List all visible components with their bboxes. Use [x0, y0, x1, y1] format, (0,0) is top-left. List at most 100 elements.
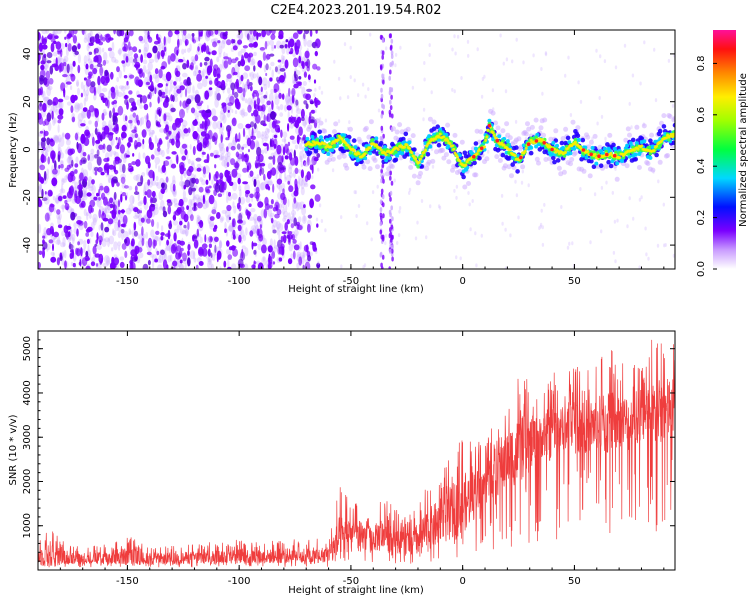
noise-blob — [79, 203, 84, 208]
noise-blob — [227, 254, 233, 260]
signal-point — [437, 135, 441, 139]
noise-blob — [274, 213, 280, 219]
streak-blob — [389, 105, 393, 111]
signal-point — [384, 171, 390, 177]
noise-blob — [91, 179, 95, 185]
noise-blob — [254, 221, 258, 230]
noise-blob — [133, 174, 140, 181]
noise-blob — [228, 216, 232, 221]
y-tick-label: -20 — [22, 189, 33, 205]
noise-blob — [56, 30, 62, 35]
noise-blob — [671, 103, 675, 108]
noise-blob — [51, 177, 58, 187]
noise-blob — [88, 186, 94, 192]
noise-blob — [600, 185, 604, 190]
noise-blob — [116, 76, 120, 83]
noise-blob — [475, 263, 478, 268]
signal-point — [442, 135, 446, 139]
noise-blob — [214, 182, 220, 193]
signal-point — [459, 139, 465, 145]
noise-blob — [214, 154, 221, 158]
noise-blob — [172, 175, 176, 184]
noise-blob — [221, 80, 226, 88]
noise-blob — [220, 153, 225, 160]
noise-blob — [139, 104, 143, 109]
noise-blob — [476, 47, 479, 52]
noise-blob — [596, 121, 599, 126]
noise-blob — [257, 60, 263, 68]
signal-point — [504, 121, 510, 127]
noise-blob — [248, 149, 250, 153]
noise-blob — [260, 181, 267, 191]
signal-point — [379, 172, 385, 178]
noise-blob — [118, 136, 121, 146]
signal-point — [368, 151, 373, 156]
signal-peak — [487, 123, 492, 128]
signal-point — [357, 139, 363, 145]
noise-blob — [96, 156, 102, 166]
noise-blob — [87, 32, 92, 39]
noise-blob — [188, 186, 193, 196]
noise-blob — [97, 75, 101, 86]
noise-blob — [286, 92, 289, 98]
noise-blob — [147, 30, 150, 38]
signal-point — [533, 117, 539, 123]
x-tick-label: 0 — [459, 276, 465, 287]
noise-blob — [274, 66, 278, 73]
signal-point — [467, 161, 472, 165]
signal-point — [524, 146, 528, 150]
noise-blob — [140, 175, 144, 185]
noise-blob — [160, 65, 166, 70]
noise-blob — [281, 58, 285, 65]
noise-blob — [569, 113, 573, 117]
noise-blob — [204, 56, 210, 62]
signal-point — [401, 147, 406, 152]
noise-blob — [226, 248, 231, 255]
signal-point — [431, 119, 437, 125]
noise-blob — [354, 190, 358, 195]
noise-blob — [260, 111, 263, 119]
noise-blob — [349, 45, 352, 50]
noise-blob — [48, 239, 54, 244]
noise-blob — [155, 182, 159, 187]
noise-blob — [543, 202, 546, 207]
noise-blob — [158, 44, 162, 52]
streak-blob — [388, 112, 392, 118]
noise-blob — [567, 55, 570, 60]
noise-blob — [337, 119, 341, 124]
noise-blob — [296, 262, 300, 269]
noise-blob — [287, 141, 291, 147]
noise-blob — [102, 211, 105, 216]
signal-point — [500, 152, 506, 158]
signal-point — [417, 160, 421, 164]
noise-blob — [194, 66, 199, 77]
noise-blob — [171, 151, 177, 155]
noise-blob — [136, 99, 141, 106]
noise-blob — [243, 112, 248, 117]
noise-blob — [527, 183, 530, 188]
streak-blob — [381, 50, 385, 56]
signal-point — [639, 136, 645, 141]
noise-blob — [197, 82, 203, 90]
noise-blob — [45, 30, 49, 34]
noise-blob — [211, 179, 214, 185]
signal-point — [332, 143, 337, 148]
noise-blob — [139, 117, 143, 127]
noise-blob — [303, 182, 309, 188]
noise-blob — [270, 199, 274, 205]
noise-blob — [259, 168, 262, 176]
noise-blob — [237, 39, 243, 45]
noise-blob — [397, 233, 401, 238]
noise-blob — [80, 134, 86, 144]
signal-peak — [472, 154, 476, 159]
noise-blob — [55, 41, 62, 50]
noise-blob — [93, 58, 100, 63]
noise-blob — [180, 181, 185, 190]
noise-blob — [138, 35, 144, 42]
noise-blob — [158, 108, 161, 116]
noise-blob — [539, 222, 543, 227]
noise-blob — [142, 152, 146, 159]
noise-blob — [231, 38, 234, 44]
noise-blob — [307, 255, 312, 262]
signal-point — [493, 120, 498, 126]
